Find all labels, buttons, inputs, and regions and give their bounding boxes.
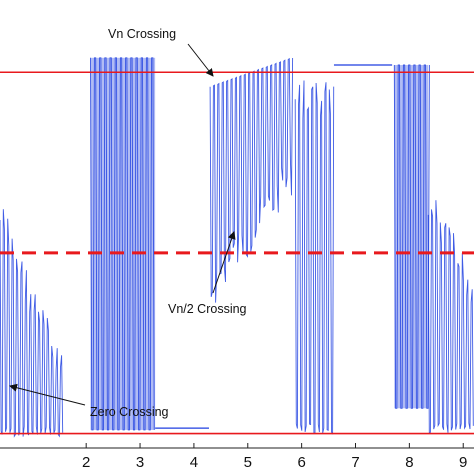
reference-lines: [0, 71, 474, 435]
signal-line: [294, 80, 335, 435]
signal-line: [0, 209, 64, 438]
x-tick-label: 8: [405, 454, 413, 471]
signal-segment: [294, 80, 335, 435]
signal-fill: [90, 57, 156, 430]
x-axis-ticks: 2 3 4 5 6 7 8 9: [82, 443, 467, 471]
annotations: Vn Crossing Vn/2 Crossing Zero Crossing: [9, 27, 247, 419]
signal-line: [209, 57, 294, 303]
signal-segment: [90, 57, 156, 431]
signal-trace: [0, 57, 474, 438]
signal-line: [393, 64, 430, 409]
x-tick-label: 9: [459, 454, 467, 471]
annotation-zero-crossing: Zero Crossing: [90, 405, 169, 419]
x-tick-label: 4: [190, 454, 198, 471]
signal-fill: [394, 65, 429, 409]
signal-line: [427, 200, 474, 434]
annotation-vn-half-crossing-arrow: [212, 231, 236, 294]
signal-segment: [393, 64, 430, 409]
signal-line: [90, 57, 155, 431]
annotation-vn-half-crossing: Vn/2 Crossing: [168, 302, 247, 316]
x-tick-label: 3: [136, 454, 144, 471]
signal-segment: [0, 209, 64, 438]
x-tick-label: 7: [351, 454, 359, 471]
x-tick-label: 5: [244, 454, 252, 471]
x-tick-label: 6: [297, 454, 305, 471]
signal-segment: [209, 57, 294, 303]
x-tick-label: 2: [82, 454, 90, 471]
annotation-zero-crossing-arrow: [9, 383, 86, 406]
signal-segment: [427, 200, 474, 434]
annotation-vn-crossing-arrow: [187, 43, 214, 77]
annotation-vn-crossing: Vn Crossing: [108, 27, 176, 41]
